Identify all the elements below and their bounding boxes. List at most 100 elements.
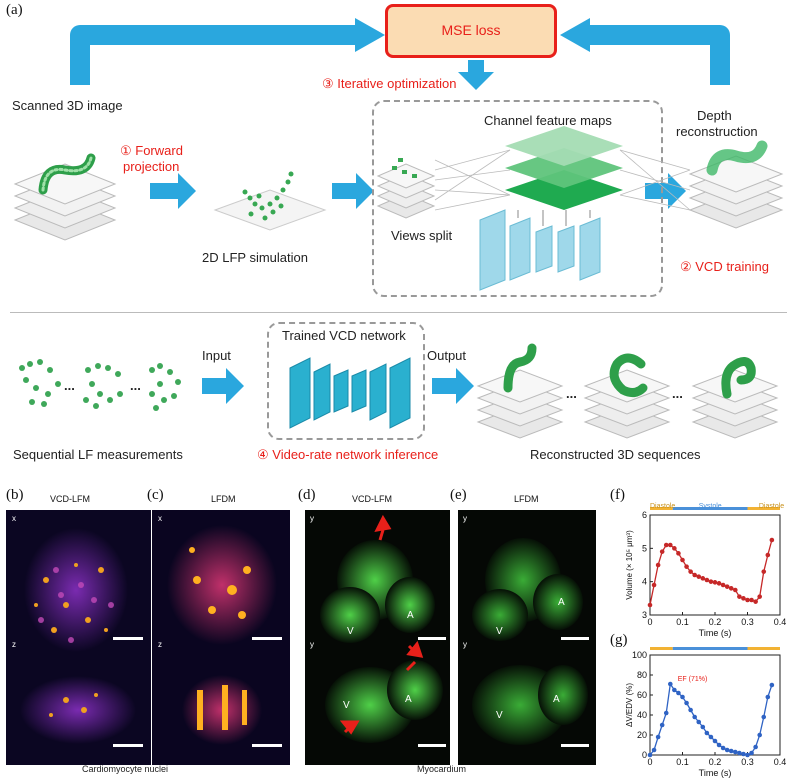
panel-e-image: A V A V [458, 510, 596, 765]
panel-e-ventricle-top: V [496, 626, 503, 637]
panel-c-axis-z-bottom: z [158, 640, 162, 649]
panel-d-ventricle-bottom: V [343, 700, 350, 711]
output-label: Output [427, 348, 467, 363]
scanned-image-stack [13, 153, 117, 241]
panel-d-title: VCD-LFM [352, 494, 392, 504]
ef-point [733, 749, 738, 755]
panel-d-axis-y-bottom: y [310, 640, 314, 649]
panel-e-atrium-bottom: A [553, 694, 560, 705]
volume-point [647, 602, 653, 608]
phase-label-systole-1: Systole [699, 503, 722, 510]
volume-point [765, 552, 771, 558]
panel-e-atrium-top: A [558, 597, 565, 608]
ef-point [716, 742, 722, 748]
ef-point [769, 682, 775, 688]
panel-d-atrium-top: A [407, 610, 414, 621]
volume-point [761, 569, 767, 574]
panel-b-title: VCD-LFM [50, 494, 90, 504]
panel-d-axis-y-top: y [310, 514, 314, 523]
volume-point [663, 542, 669, 548]
panel-c-axis-x-top: x [158, 514, 162, 523]
volume-point [737, 594, 742, 599]
ellipsis-1: ... [64, 378, 75, 393]
forward-projection-label-1: ① Forward [120, 143, 183, 158]
panel-e-axis-y-bottom: y [463, 640, 467, 649]
ef-point [737, 750, 742, 756]
volume-point [745, 597, 750, 603]
panel-e-micrograph: A V A V [472, 538, 589, 747]
ef-ytick-label: 40 [637, 710, 647, 720]
panel-d-atrium-bottom: A [405, 694, 412, 705]
ellipsis-4: ... [672, 386, 683, 401]
panel-b-micrograph [20, 528, 143, 747]
ef-point [668, 681, 673, 687]
ellipsis-3: ... [566, 386, 577, 401]
volume-chart: 0 0.1 0.2 0.3 0.4 3 4 5 6 Time (s) Volume (× 10⁵ μ… [625, 503, 787, 638]
ef-bar-systole [672, 647, 748, 650]
ef-annotation: EF (71%) [678, 676, 708, 683]
panel-b-letter: (b) [6, 487, 24, 503]
views-split-label: Views split [391, 228, 453, 243]
forward-projection-label-2: projection [123, 159, 180, 174]
feature-map-layers [505, 126, 623, 210]
ef-point [741, 751, 746, 757]
sequential-lf-label: Sequential LF measurements [13, 447, 183, 462]
volume-xlabel: Time (s) [699, 628, 732, 638]
volume-point [712, 580, 718, 585]
volume-point [757, 594, 762, 599]
ef-point [659, 722, 665, 728]
volume-bar-systole [672, 507, 748, 510]
ellipsis-2: ... [130, 378, 141, 393]
video-rate-inference-label: ④ Video-rate network inference [257, 447, 439, 462]
ef-xtick-label: 0.4 [774, 757, 787, 767]
volume-point [720, 582, 726, 588]
volume-point [753, 599, 758, 604]
ef-point [700, 724, 706, 730]
ef-point [757, 732, 762, 738]
ef-point [696, 719, 702, 725]
ef-xtick-label: 0.3 [741, 757, 754, 767]
reconstruction-label: reconstruction [676, 124, 758, 139]
volume-xtick-label: 0.3 [741, 617, 754, 627]
ef-xtick-label: 0.2 [709, 757, 722, 767]
inference-illustrations [19, 343, 779, 439]
volume-ylabel: Volume (× 10⁵ μm³) [625, 530, 634, 600]
volume-point [704, 577, 710, 583]
ef-point [761, 714, 767, 720]
ef-ylabel: ΔV/EDV (%) [625, 683, 634, 727]
ef-bar-diastole-1 [650, 647, 673, 650]
recon-stack-3 [691, 357, 779, 439]
volume-point [676, 551, 681, 556]
recon-stack-1 [476, 343, 564, 439]
panel-a-letter: (a) [6, 2, 23, 18]
cardiomyocyte-caption: Cardiomyocyte nuclei [82, 764, 169, 774]
volume-ytick-label: 5 [642, 543, 647, 553]
ef-chart: 0 0.1 0.2 0.3 0.4 0 20 40 60 80 100 Time (s) ΔV/EDV … [625, 647, 787, 778]
section-divider [10, 312, 787, 313]
reconstructed-sequences-label: Reconstructed 3D sequences [530, 447, 701, 462]
volume-point [741, 596, 746, 601]
top-illustrations [13, 126, 784, 291]
ef-ytick-label: 20 [637, 730, 647, 740]
panel-b-image [6, 510, 151, 765]
panel-d-ventricle-top: V [347, 626, 354, 637]
ef-point [728, 748, 734, 754]
panel-e-ventricle-bottom: V [496, 710, 503, 721]
volume-xtick-label: 0.2 [709, 617, 722, 627]
ef-point [692, 714, 697, 720]
ef-ytick-label: 100 [632, 650, 647, 660]
panel-d-image: A V A V [305, 510, 450, 765]
volume-xtick-label: 0.4 [774, 617, 787, 627]
volume-point [688, 569, 693, 574]
ef-point [680, 694, 685, 700]
panel-e-title: LFDM [514, 494, 539, 504]
ef-point [708, 734, 714, 740]
volume-point [680, 557, 685, 563]
views-split-stack [376, 158, 436, 219]
panel-b-axis-x-top: x [12, 514, 16, 523]
ef-point [663, 710, 669, 716]
ef-bar-diastole-2 [747, 647, 780, 650]
depth-recon-stack [688, 140, 784, 229]
ef-point [647, 752, 653, 758]
panel-e-axis-y-top: y [463, 514, 467, 523]
